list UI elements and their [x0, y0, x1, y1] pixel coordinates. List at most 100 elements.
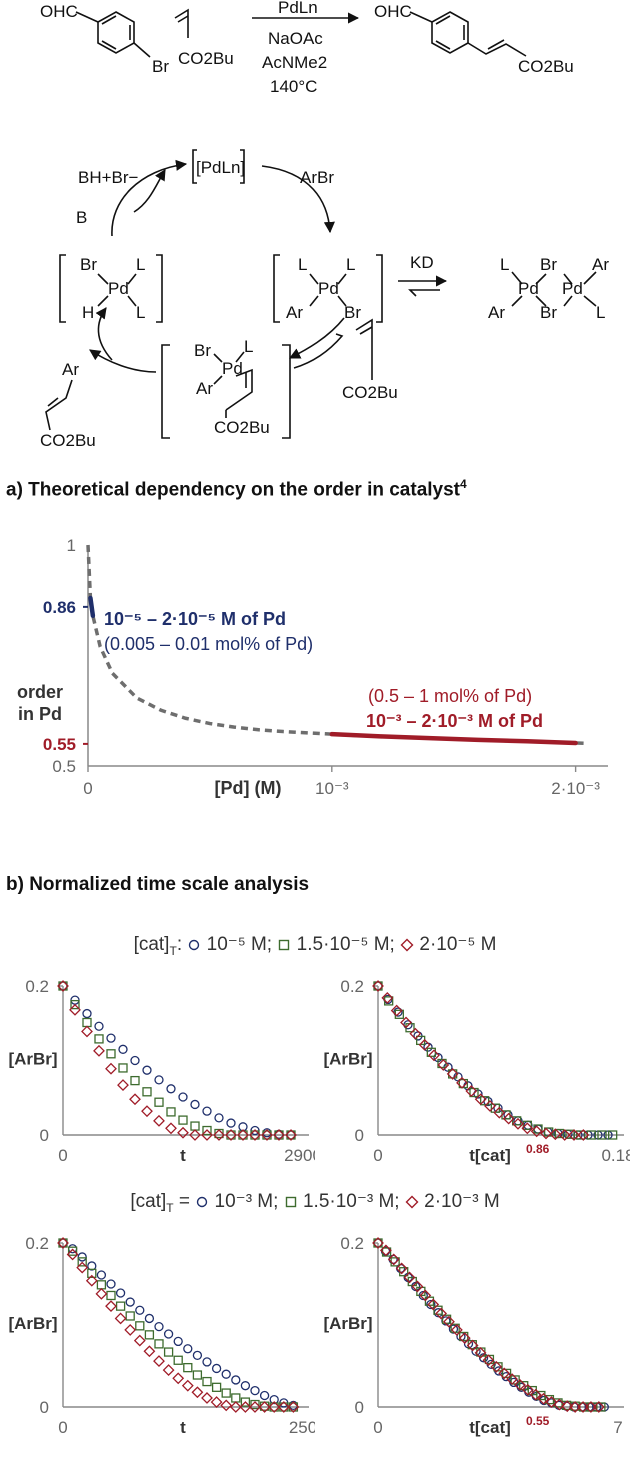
- arbr-label: ArBr: [300, 168, 334, 187]
- point-diamond-6: [114, 1312, 127, 1325]
- point-circle-17: [221, 1369, 231, 1379]
- point-circle-5: [106, 1279, 116, 1289]
- x-axis-label: t: [180, 1146, 186, 1165]
- point-square-8: [135, 1321, 145, 1331]
- y-axis-label-line1: order: [17, 682, 63, 702]
- point-diamond-22: [268, 1401, 281, 1413]
- point-diamond-5: [411, 1280, 424, 1293]
- point-diamond-7: [427, 1298, 440, 1311]
- point-diamond-6: [428, 1049, 440, 1062]
- point-diamond-18: [273, 1129, 285, 1141]
- x-tick-end: 250: [289, 1418, 315, 1437]
- point-diamond-11: [458, 1332, 471, 1345]
- dimer-br2: Br: [540, 303, 557, 322]
- point-circle-11: [190, 1099, 200, 1110]
- point-circle-20: [250, 1385, 260, 1396]
- point-square-12: [173, 1355, 183, 1365]
- condition-solvent: AcNMe2: [262, 53, 327, 72]
- legend-1-diamond-marker: [400, 938, 414, 952]
- y-axis-label: [ArBr]: [8, 1314, 57, 1333]
- dimer-l2: L: [596, 303, 605, 322]
- legend-2-circle-marker: [197, 1196, 208, 1208]
- legend-2-prefix: [cat]: [130, 1191, 167, 1212]
- legend-1-item-1: 10⁻⁵ M;: [206, 934, 273, 955]
- legend-2-sub: T: [166, 1200, 174, 1215]
- order-curve-dashed: [86, 544, 588, 746]
- section-a-title: a) Theoretical dependency on the order i…: [6, 477, 467, 501]
- product-ester-label: CO2Bu: [518, 57, 574, 76]
- point-square-15: [202, 1376, 212, 1387]
- point-diamond-18: [540, 1127, 552, 1140]
- point-diamond-6: [129, 1093, 141, 1106]
- point-diamond-17: [220, 1399, 233, 1412]
- point-diamond-9: [143, 1345, 156, 1358]
- point-diamond-2: [76, 1261, 89, 1274]
- point-diamond-7: [141, 1105, 153, 1118]
- oxadd-pd: Pd: [318, 279, 339, 298]
- x-tick-start: 0: [373, 1146, 382, 1165]
- x-tick-start: 0: [58, 1418, 67, 1437]
- point-square-16: [211, 1382, 222, 1392]
- order-curve-highlight-blue: [88, 595, 96, 618]
- point-diamond-5: [117, 1079, 129, 1092]
- point-square-17: [262, 1130, 272, 1140]
- point-diamond-10: [465, 1085, 478, 1097]
- legend-2-diamond-marker: [405, 1195, 419, 1209]
- point-diamond-8: [446, 1067, 459, 1080]
- point-diamond-24: [287, 1401, 300, 1413]
- pi-br: Br: [194, 341, 211, 360]
- x-tick-start: 0: [373, 1418, 382, 1437]
- point-circle-5: [118, 1044, 128, 1054]
- legend-1-square-marker: [279, 939, 290, 951]
- y-tick-bottom: 0: [355, 1126, 364, 1145]
- point-square-5: [118, 1063, 128, 1073]
- arbr-vs-normalized-low-chart: 0.2 00 0.18 [ArBr] t[cat] 0.86: [323, 977, 630, 1165]
- point-diamond-5: [105, 1300, 117, 1313]
- highlight-tick-0: 0.86: [43, 598, 76, 617]
- hydride-l2: L: [136, 303, 145, 322]
- dimer-pd2: Pd: [562, 279, 583, 298]
- point-diamond-15: [201, 1392, 213, 1404]
- point-square-13: [183, 1362, 193, 1373]
- point-diamond-1: [379, 1244, 392, 1257]
- point-circle-18: [231, 1375, 241, 1385]
- point-diamond-13: [181, 1379, 194, 1392]
- pi-pd: Pd: [222, 359, 243, 378]
- point-square-26: [596, 1402, 606, 1412]
- point-square-11: [190, 1121, 200, 1131]
- oxadd-l1: L: [298, 255, 307, 274]
- legend-1-prefix: [cat]: [133, 934, 170, 955]
- point-diamond-16: [498, 1367, 511, 1380]
- condition-temperature: 140°C: [270, 77, 317, 96]
- point-circle-8: [135, 1305, 145, 1315]
- annotation-low-molar: 10⁻⁵ – 2·10⁻⁵ M of Pd: [104, 609, 286, 629]
- cycle-arrow-top-right: [261, 165, 335, 234]
- kd-arrow-back: [408, 289, 440, 297]
- point-square-17: [554, 1128, 564, 1139]
- point-circle-14: [192, 1350, 203, 1360]
- y-tick-bottom: 0: [40, 1398, 49, 1417]
- point-circle-7: [125, 1297, 135, 1307]
- point-diamond-14: [225, 1129, 237, 1141]
- point-square-7: [142, 1087, 152, 1097]
- point-square-19: [286, 1130, 296, 1140]
- point-square-0: [58, 981, 68, 991]
- point-diamond-12: [466, 1339, 479, 1352]
- point-square-20: [586, 1130, 596, 1140]
- point-diamond-0: [57, 980, 69, 992]
- coord-arrow-back: [293, 333, 344, 369]
- point-square-15: [238, 1130, 248, 1140]
- point-square-8: [154, 1097, 164, 1107]
- product-aldehyde-label: OHC: [374, 2, 412, 21]
- point-diamond-3: [85, 1274, 98, 1287]
- section-a-ref: 4: [460, 477, 467, 491]
- point-square-7: [125, 1311, 135, 1321]
- point-square-17: [221, 1388, 231, 1398]
- reinsert-arrow: [95, 307, 113, 361]
- point-square-0: [373, 1238, 383, 1248]
- point-diamond-23: [277, 1401, 290, 1413]
- pi-ar: Ar: [196, 379, 213, 398]
- point-circle-2: [77, 1252, 87, 1262]
- point-circle-21: [259, 1390, 270, 1401]
- product-ring: [431, 11, 469, 54]
